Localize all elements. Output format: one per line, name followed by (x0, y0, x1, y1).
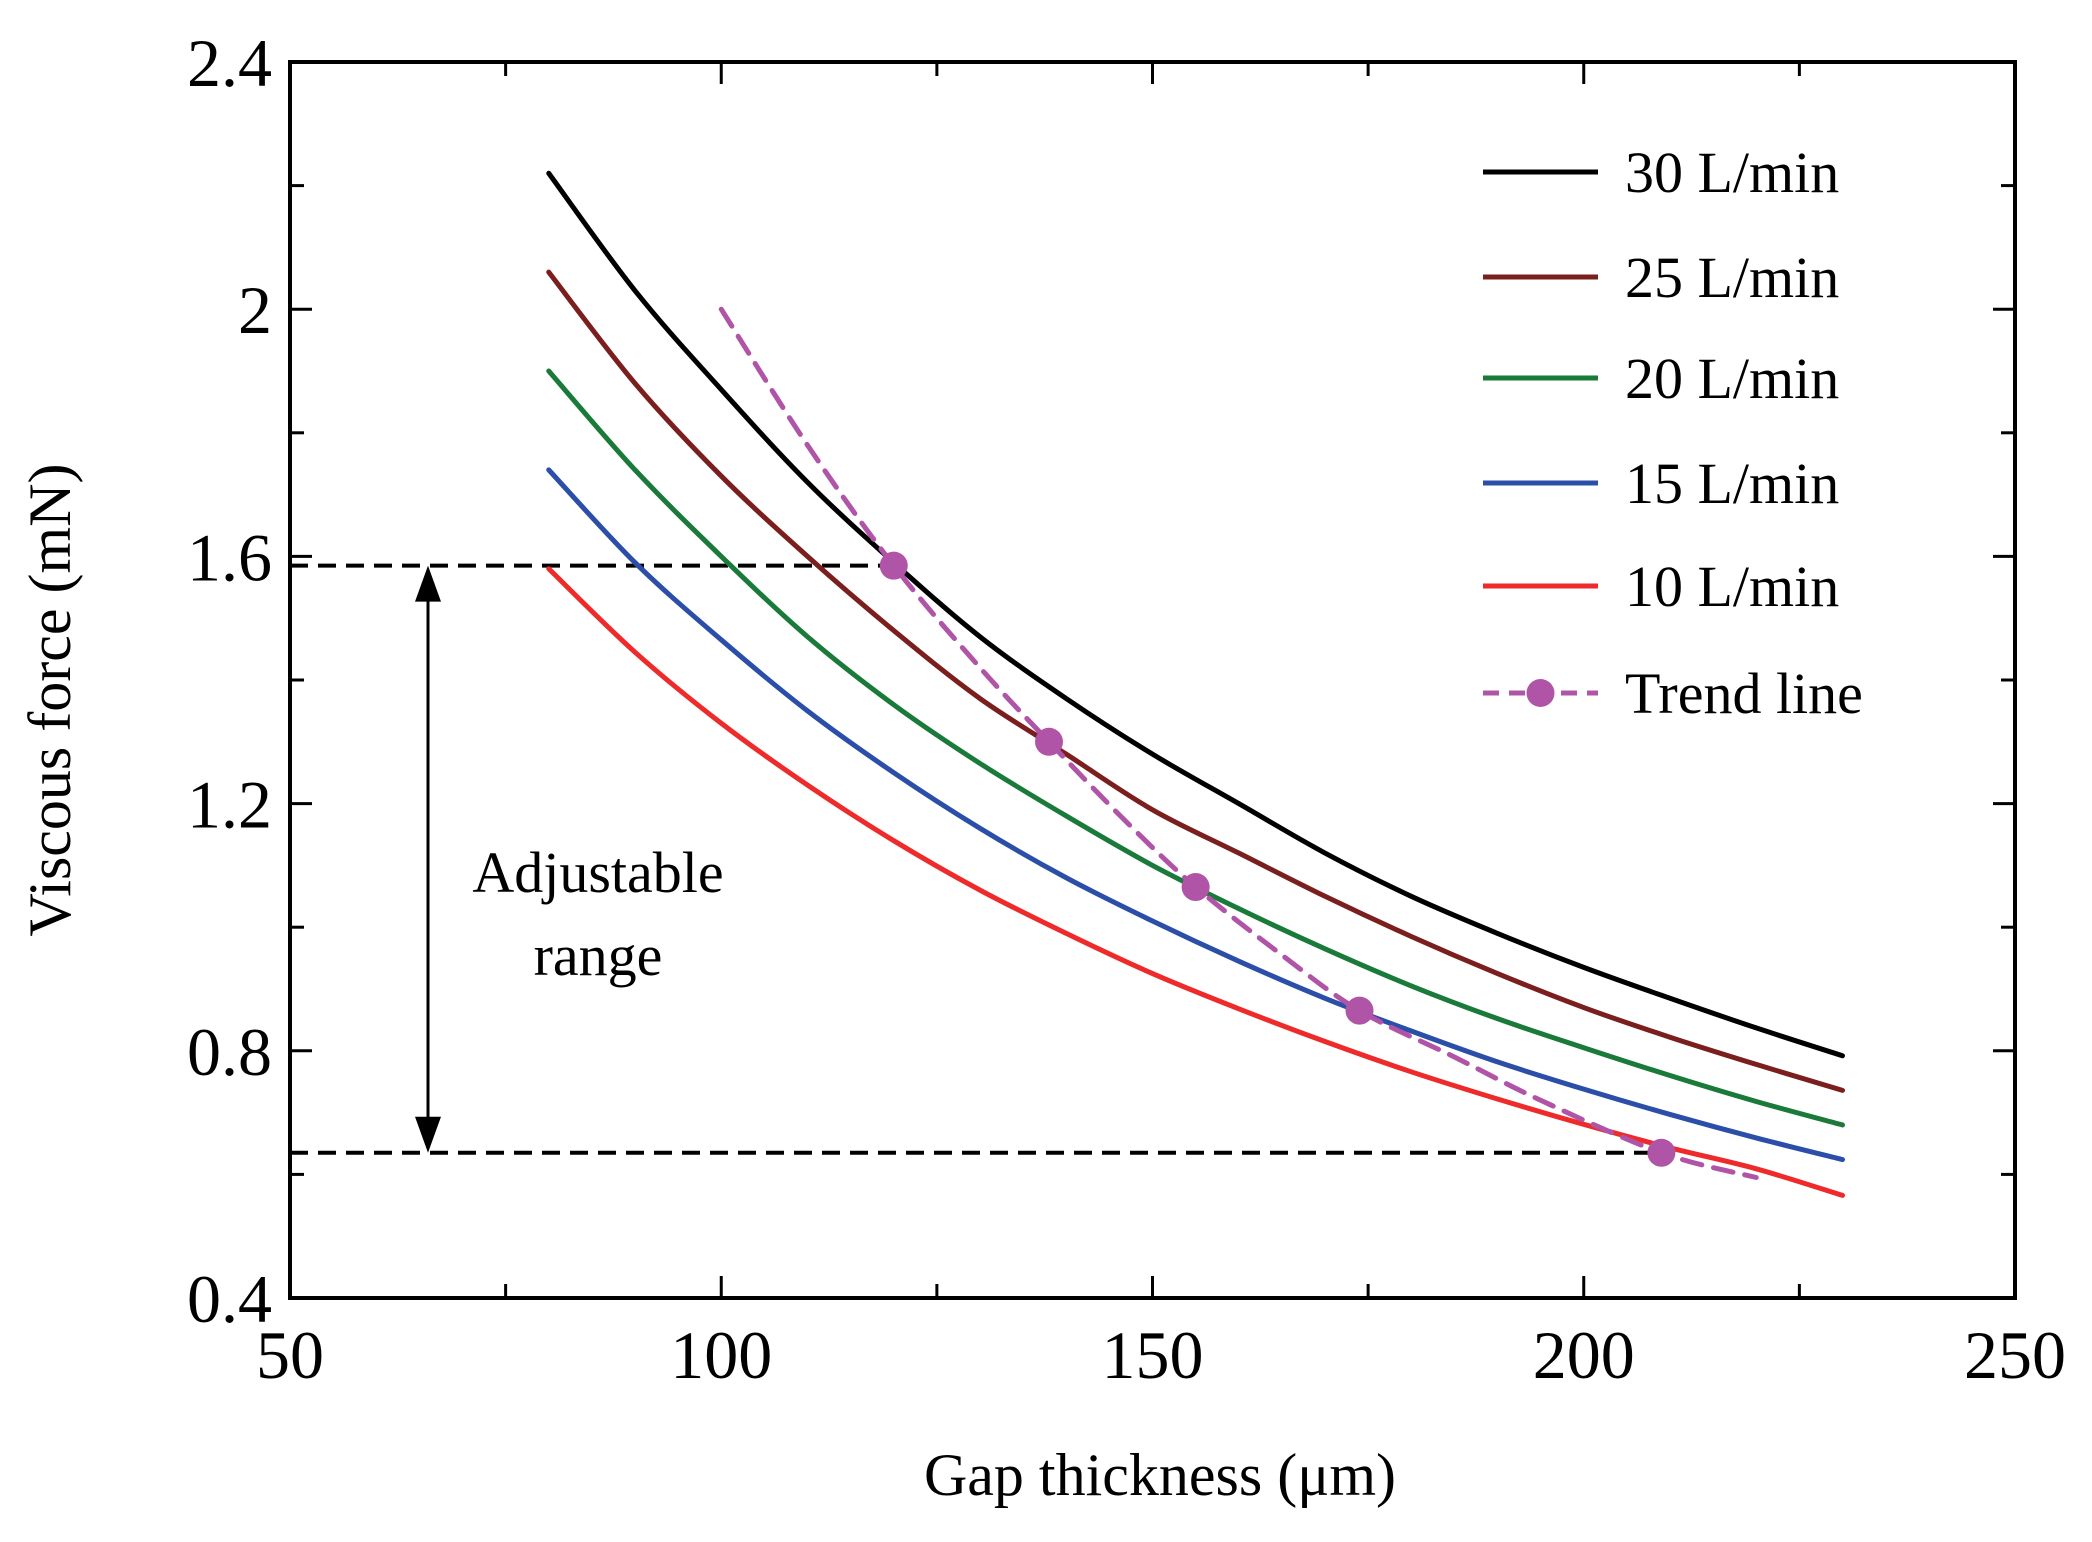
y-tick-label: 1.2 (187, 767, 272, 843)
trend-marker (1181, 873, 1210, 902)
series-line-15-l-min (546, 467, 1845, 1163)
series-line-20-l-min (546, 368, 1845, 1128)
legend-label-30-l-min: 30 L/min (1625, 140, 1839, 205)
trend-marker (1035, 727, 1063, 756)
legend: 30 L/min 25 L/min 20 L/min 15 L/min 10 L/min… (1483, 140, 1863, 726)
x-axis-label: Gap thickness (μm) (924, 1442, 1396, 1508)
series-line-25-l-min (546, 269, 1845, 1093)
trend-marker (879, 551, 908, 580)
series-line-trend-line (718, 306, 1759, 1180)
plot-area: 50 100 150 200 250 0.4 0.8 1.2 1.6 2 2.4 (187, 25, 2066, 1393)
x-tick-label: 200 (1533, 1317, 1635, 1393)
series-line-30-l-min (546, 170, 1845, 1059)
annotation-line-1: Adjustable (472, 840, 723, 905)
y-tick-label: 2.4 (187, 25, 272, 101)
legend-label-trend-line: Trend line (1625, 661, 1863, 726)
legend-label-25-l-min: 25 L/min (1625, 245, 1839, 310)
y-tick-label: 2 (238, 272, 272, 348)
legend-marker-trend-line (1526, 679, 1555, 707)
legend-label-15-l-min: 15 L/min (1625, 451, 1839, 516)
x-tick-label: 100 (670, 1317, 772, 1393)
y-axis-label: Viscous force (mN) (17, 464, 83, 937)
annotation-line-2: range (534, 923, 663, 988)
y-tick-label: 1.6 (187, 519, 272, 595)
trend-marker (1345, 996, 1374, 1025)
x-tick-label: 250 (1964, 1317, 2066, 1393)
x-tick-label: 150 (1102, 1317, 1204, 1393)
x-tick-label: 50 (256, 1317, 324, 1393)
y-tick-label: 0.4 (187, 1261, 272, 1337)
range-arrow-head-down (415, 1116, 441, 1153)
legend-label-20-l-min: 20 L/min (1625, 346, 1839, 411)
adjustable-range-annotation: Adjustable range (472, 840, 723, 988)
trend-marker (1647, 1138, 1676, 1167)
y-tick-label: 0.8 (187, 1014, 272, 1090)
legend-label-10-l-min: 10 L/min (1625, 554, 1839, 619)
range-arrow-head-up (415, 565, 441, 602)
series-line-10-l-min (546, 566, 1845, 1198)
axis-titles: Gap thickness (μm) Viscous force (mN) (17, 464, 1396, 1508)
